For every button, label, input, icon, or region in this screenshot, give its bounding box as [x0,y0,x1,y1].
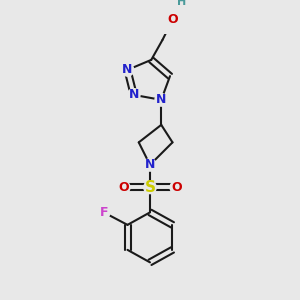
Text: N: N [156,93,166,106]
Text: F: F [100,206,108,219]
Circle shape [175,0,188,9]
Text: N: N [129,88,139,101]
Circle shape [144,181,156,194]
Text: N: N [145,158,155,171]
Circle shape [118,181,130,194]
Circle shape [98,206,110,219]
Circle shape [128,88,140,101]
Circle shape [170,181,182,194]
Circle shape [166,14,179,26]
Text: O: O [171,181,181,194]
Text: O: O [167,14,178,26]
Text: S: S [145,180,155,195]
Circle shape [155,94,167,106]
Circle shape [121,64,134,76]
Text: O: O [118,181,129,194]
Text: N: N [122,63,133,76]
Circle shape [144,159,156,171]
Text: H: H [177,0,186,8]
